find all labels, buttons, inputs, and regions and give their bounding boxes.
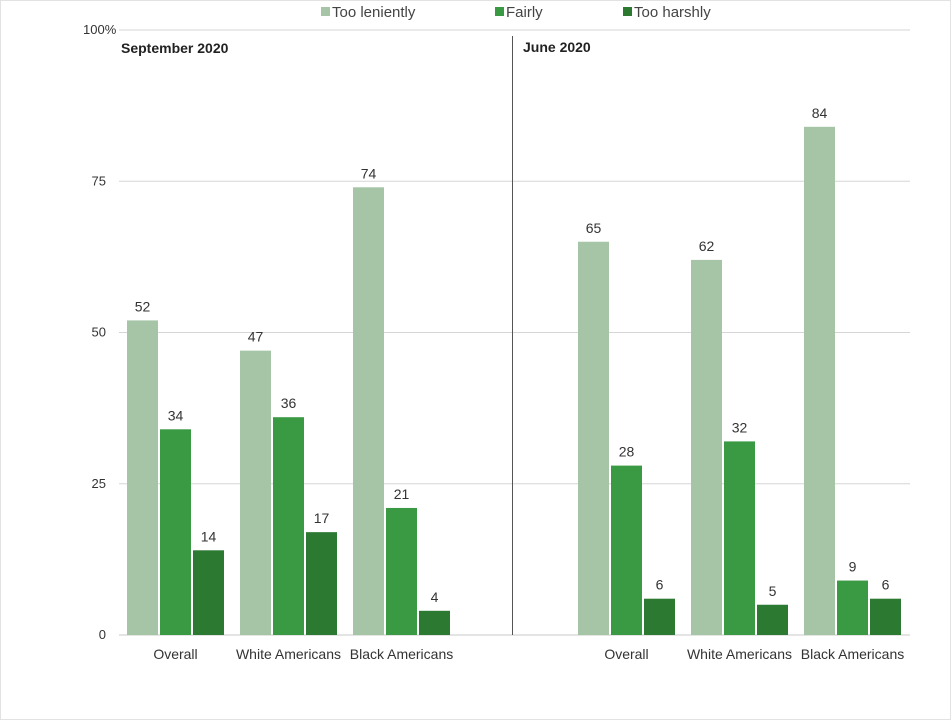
bars — [127, 126, 901, 636]
value-labels: 52 34 14 47 36 17 74 21 4 65 28 6 62 32 5 84 9 6 — [135, 105, 890, 605]
bar-value-label: 47 — [248, 329, 264, 345]
bar — [611, 465, 642, 635]
y-tick-label: 50 — [92, 325, 106, 340]
category-labels: Overall White Americans Black Americans Ove… — [153, 646, 904, 662]
y-tick-label: 25 — [92, 476, 106, 491]
bar — [353, 187, 384, 636]
bar — [837, 580, 868, 635]
bar — [804, 126, 835, 636]
y-tick-label: 75 — [92, 173, 106, 188]
bar — [386, 507, 417, 635]
bar — [419, 610, 450, 635]
bar — [724, 441, 755, 635]
bar-value-label: 62 — [699, 238, 715, 254]
bar — [578, 241, 609, 635]
bar — [644, 598, 675, 635]
legend: Too leniently Fairly Too harshly — [321, 4, 711, 21]
y-axis: 0 25 50 75 100% — [83, 22, 117, 642]
category-label: White Americans — [236, 646, 341, 662]
bar — [306, 532, 337, 635]
legend-label: Fairly — [506, 4, 543, 21]
panel-titles: September 2020 June 2020 — [121, 39, 591, 56]
panel-title: September 2020 — [121, 40, 229, 56]
category-label: Overall — [604, 646, 648, 662]
legend-swatch — [623, 7, 632, 16]
bar-value-label: 36 — [281, 395, 297, 411]
legend-swatch — [495, 7, 504, 16]
bar — [870, 598, 901, 635]
bar-value-label: 34 — [168, 407, 184, 423]
bar — [273, 417, 304, 635]
bar — [193, 550, 224, 635]
bar-value-label: 74 — [361, 165, 377, 181]
bar-value-label: 17 — [314, 510, 330, 526]
legend-label: Too harshly — [634, 4, 711, 21]
bar-value-label: 5 — [769, 583, 777, 599]
bar-value-label: 9 — [849, 559, 857, 575]
bar-value-label: 65 — [586, 220, 602, 236]
category-label: Black Americans — [350, 646, 453, 662]
y-tick-label: 100% — [83, 22, 117, 37]
bar-value-label: 4 — [431, 589, 439, 605]
bar — [691, 259, 722, 635]
bar-value-label: 14 — [201, 528, 217, 544]
bar-value-label: 21 — [394, 486, 410, 502]
bar-value-label: 32 — [732, 419, 748, 435]
bar-value-label: 28 — [619, 444, 635, 460]
bar — [127, 320, 158, 635]
bar-value-label: 84 — [812, 105, 828, 121]
gridlines — [119, 29, 910, 636]
category-label: Black Americans — [801, 646, 904, 662]
bar-value-label: 6 — [882, 577, 890, 593]
bar-value-label: 6 — [656, 577, 664, 593]
bar — [757, 604, 788, 635]
legend-swatch — [321, 7, 330, 16]
bar — [240, 350, 271, 635]
legend-label: Too leniently — [332, 4, 416, 21]
bar-value-label: 52 — [135, 298, 151, 314]
category-label: Overall — [153, 646, 197, 662]
bar — [160, 429, 191, 635]
y-tick-label: 0 — [99, 627, 106, 642]
category-label: White Americans — [687, 646, 792, 662]
panel-title: June 2020 — [523, 39, 591, 55]
